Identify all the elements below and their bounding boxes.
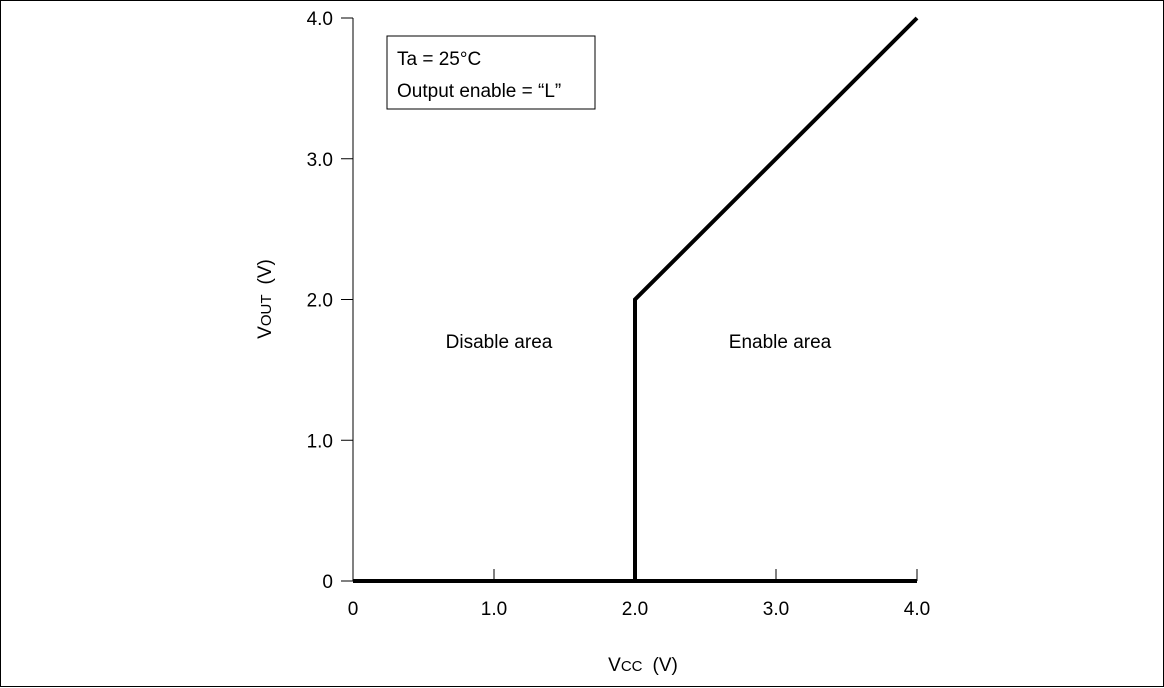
x-tick-label: 1.0	[481, 599, 507, 620]
legend-line-output-enable: Output enable = “L”	[397, 81, 561, 102]
y-axis-label-main: V	[255, 326, 276, 339]
annotation-disable-area: Disable area	[446, 332, 553, 353]
y-tick-label: 1.0	[307, 431, 333, 452]
x-axis-label-main: V	[608, 655, 621, 676]
x-tick-label: 0	[348, 599, 359, 620]
y-axis-label-unit: (V)	[255, 259, 276, 284]
tick-labels: 0 1.0 2.0 3.0 4.0 0 1.0 2.0 3.0 4.0	[307, 9, 931, 620]
annotation-enable-area: Enable area	[729, 332, 832, 353]
legend-border	[386, 35, 596, 110]
y-tick-label: 3.0	[307, 150, 333, 171]
series-line-0	[353, 16, 919, 583]
x-axis-label-unit: (V)	[653, 655, 678, 676]
y-axis-label: VOUT (V)	[255, 259, 276, 339]
y-tick-label: 4.0	[307, 9, 333, 30]
x-tick-label: 2.0	[622, 599, 648, 620]
x-tick-label: 3.0	[763, 599, 789, 620]
y-tick-label: 0	[322, 572, 333, 593]
x-tick-label: 4.0	[904, 599, 930, 620]
x-axis-label: VCC (V)	[608, 655, 678, 676]
y-tick-label: 2.0	[307, 291, 333, 312]
y-axis-label-sub: OUT	[258, 294, 275, 326]
data-series	[353, 16, 919, 583]
legend-line-temperature: Ta = 25°C	[397, 49, 481, 70]
legend-box: Ta = 25°C Output enable = “L”	[386, 35, 596, 110]
x-axis-label-sub: CC	[621, 658, 643, 675]
